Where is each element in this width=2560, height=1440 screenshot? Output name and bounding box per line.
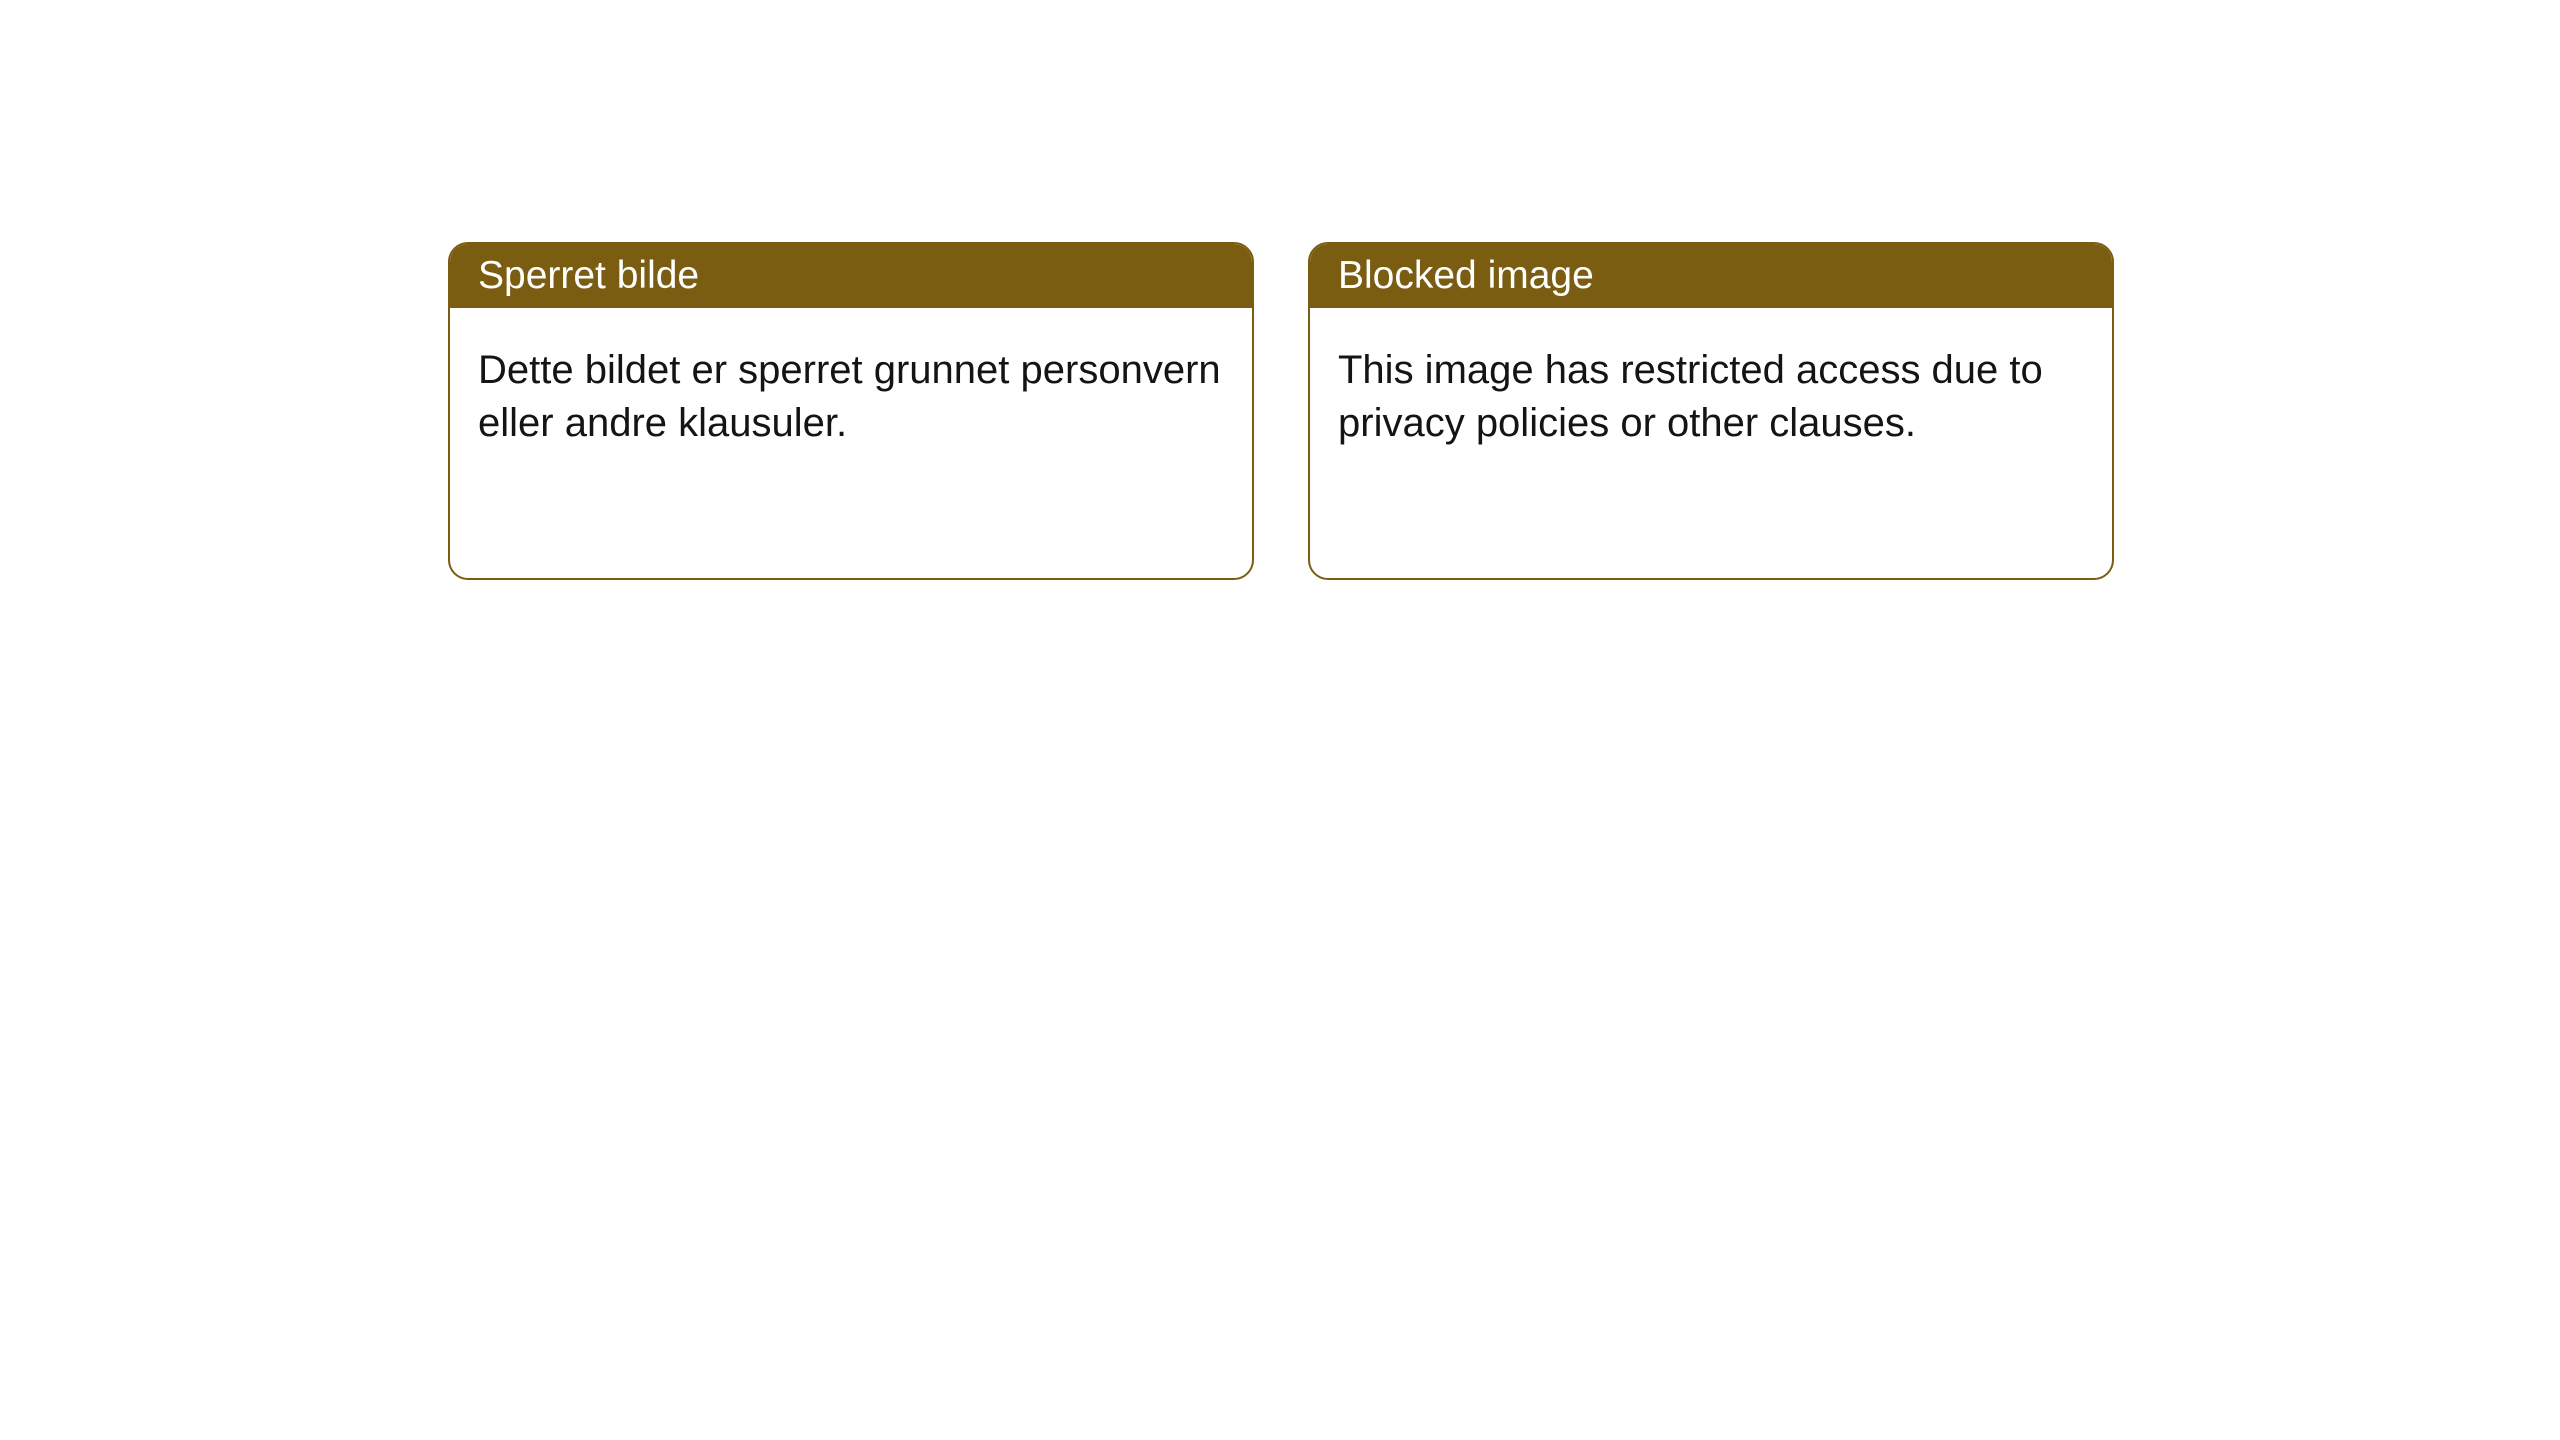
card-header: Blocked image: [1310, 244, 2112, 308]
blocked-image-card-norwegian: Sperret bilde Dette bildet er sperret gr…: [448, 242, 1254, 580]
card-body-text: This image has restricted access due to …: [1338, 348, 2043, 445]
notice-cards-container: Sperret bilde Dette bildet er sperret gr…: [0, 0, 2560, 580]
card-body: Dette bildet er sperret grunnet personve…: [450, 308, 1252, 486]
blocked-image-card-english: Blocked image This image has restricted …: [1308, 242, 2114, 580]
card-header: Sperret bilde: [450, 244, 1252, 308]
card-title: Sperret bilde: [478, 254, 699, 297]
card-title: Blocked image: [1338, 254, 1594, 297]
card-body-text: Dette bildet er sperret grunnet personve…: [478, 348, 1221, 445]
card-body: This image has restricted access due to …: [1310, 308, 2112, 486]
